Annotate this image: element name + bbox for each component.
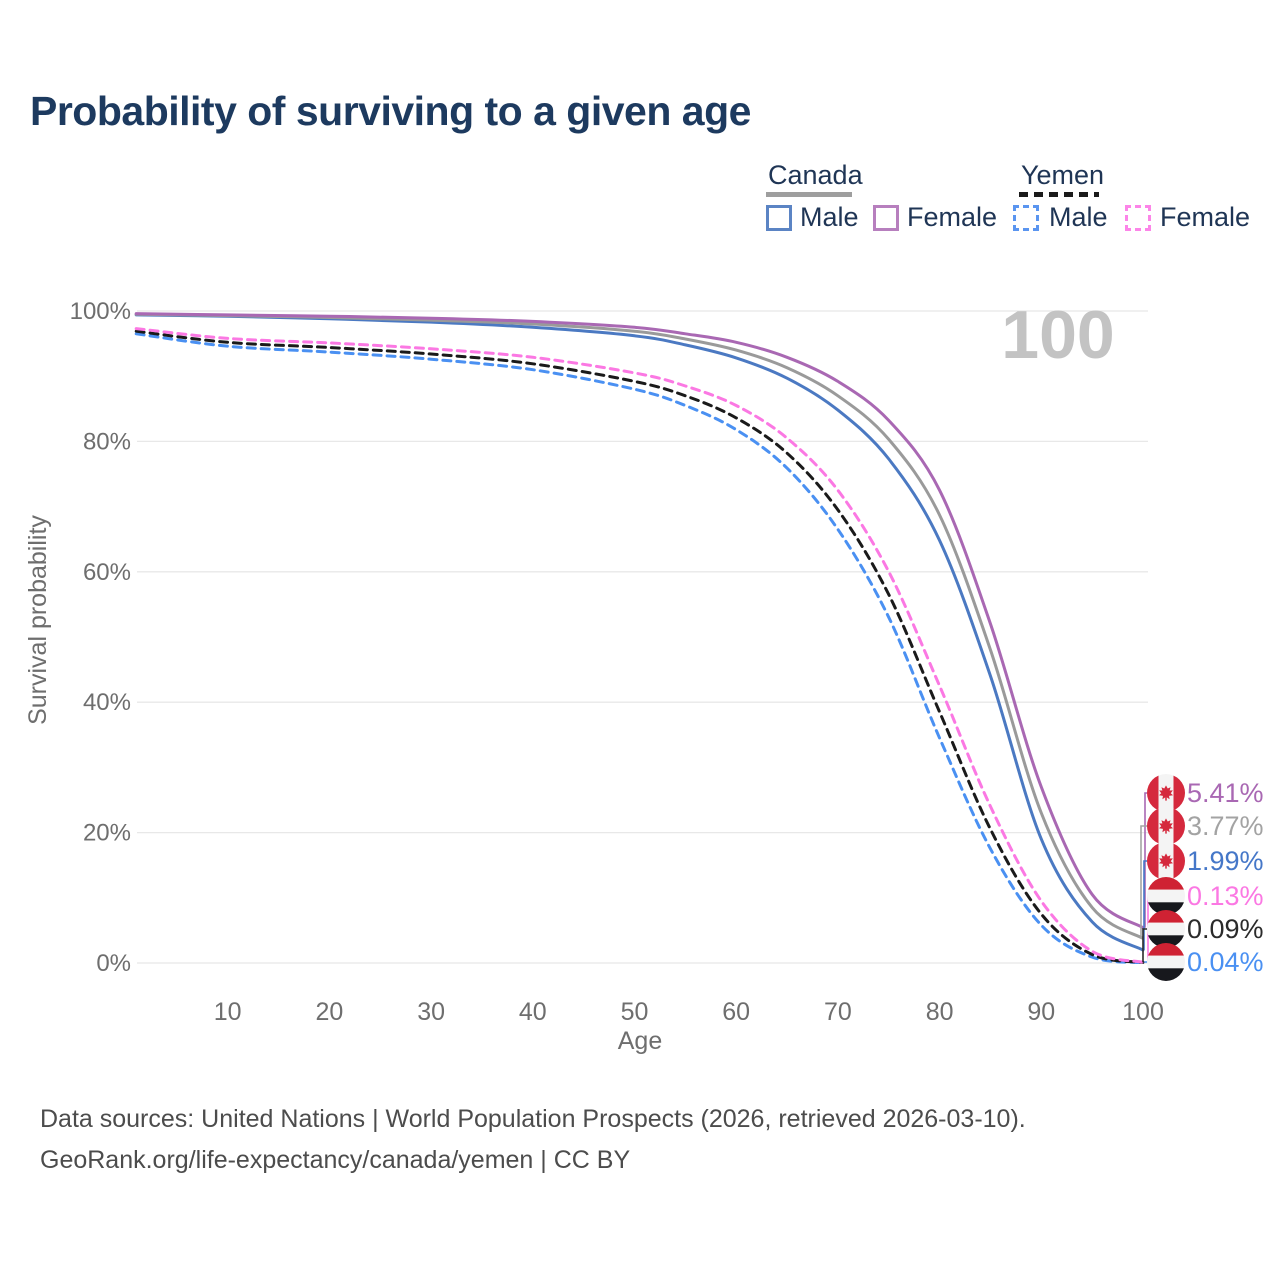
x-tick-label: 80 xyxy=(926,998,954,1026)
y-axis-title: Survival probability xyxy=(24,515,52,725)
legend-yemen-underline-swatch[interactable] xyxy=(1019,192,1099,197)
canada-flag-icon xyxy=(1147,774,1185,812)
yemen-flag-icon xyxy=(1147,877,1185,915)
age-watermark: 100 xyxy=(1001,297,1114,373)
canada-flag-icon xyxy=(1147,807,1185,845)
y-tick-label: 20% xyxy=(83,820,131,847)
legend-canada-underline-swatch[interactable] xyxy=(766,192,852,197)
legend-group-yemen-label[interactable]: Yemen xyxy=(1021,160,1105,190)
y-tick-label: 40% xyxy=(83,689,131,716)
x-tick-label: 20 xyxy=(315,998,343,1026)
series-line-yemen-male[interactable] xyxy=(134,332,1145,965)
x-tick-label: 90 xyxy=(1027,998,1055,1026)
legend-label-yemen-male[interactable]: Male xyxy=(1049,202,1108,232)
legend-swatch-canada-female[interactable] xyxy=(873,205,899,231)
x-tick-label: 100 xyxy=(1122,998,1164,1026)
y-tick-label: 80% xyxy=(83,428,131,455)
y-tick-label: 100% xyxy=(70,298,131,325)
end-label-value: 0.09% xyxy=(1187,914,1264,944)
x-tick-label: 40 xyxy=(519,998,547,1026)
x-tick-label: 10 xyxy=(214,998,242,1026)
end-label-value: 1.99% xyxy=(1187,846,1264,876)
legend-label-canada-male[interactable]: Male xyxy=(800,202,859,232)
canada-flag-icon xyxy=(1147,842,1185,880)
page-title: Probability of surviving to a given age xyxy=(30,88,751,134)
data-source-line: Data sources: United Nations | World Pop… xyxy=(40,1105,1026,1133)
series-line-canada-female[interactable] xyxy=(134,312,1145,930)
x-tick-label: 30 xyxy=(417,998,445,1026)
x-tick-label: 70 xyxy=(824,998,852,1026)
series-line-yemen-both-sexes[interactable] xyxy=(134,329,1145,964)
end-label-value: 5.41% xyxy=(1187,778,1264,808)
series-line-yemen-female[interactable] xyxy=(134,327,1145,964)
yemen-flag-icon xyxy=(1147,910,1185,948)
legend-swatch-yemen-female[interactable] xyxy=(1125,205,1151,231)
legend-label-yemen-female[interactable]: Female xyxy=(1160,202,1251,232)
end-label-value: 0.13% xyxy=(1187,881,1264,911)
x-tick-label: 50 xyxy=(621,998,649,1026)
end-label-value: 0.04% xyxy=(1187,947,1264,977)
legend-label-canada-female[interactable]: Female xyxy=(907,202,998,232)
end-label-value: 3.77% xyxy=(1187,811,1264,841)
x-tick-label: 60 xyxy=(722,998,750,1026)
x-axis-title: Age xyxy=(618,1027,662,1055)
legend-swatch-canada-male[interactable] xyxy=(766,205,792,231)
legend-group-canada-label[interactable]: Canada xyxy=(768,160,863,190)
y-tick-label: 60% xyxy=(83,559,131,586)
attribution-line: GeoRank.org/life-expectancy/canada/yemen… xyxy=(40,1146,631,1174)
y-tick-label: 0% xyxy=(96,950,131,977)
yemen-flag-icon xyxy=(1147,943,1185,981)
legend-swatch-yemen-male[interactable] xyxy=(1013,205,1039,231)
